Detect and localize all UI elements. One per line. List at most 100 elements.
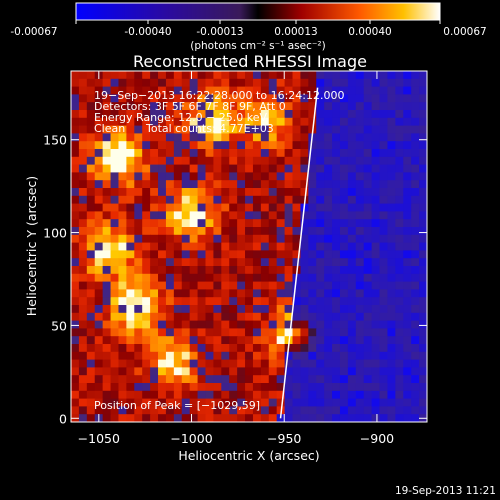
heatmap-cell — [142, 211, 151, 220]
heatmap-cell — [403, 86, 412, 95]
heatmap-cell — [71, 172, 80, 181]
heatmap-cell — [379, 211, 388, 220]
heatmap-cell — [403, 227, 412, 236]
heatmap-cell — [411, 86, 420, 95]
heatmap-cell — [150, 289, 159, 298]
heatmap-cell — [110, 227, 119, 236]
heatmap-cell — [339, 328, 349, 337]
heatmap-cell — [355, 375, 365, 384]
heatmap-cell — [308, 414, 317, 422]
heatmap-cell — [110, 195, 119, 205]
heatmap-cell — [355, 250, 365, 259]
heatmap-cell — [284, 297, 294, 306]
heatmap-cell — [387, 258, 396, 267]
heatmap-cell — [268, 312, 278, 322]
heatmap-cell — [165, 320, 175, 329]
heatmap-cell — [110, 78, 119, 88]
heatmap-cell — [189, 289, 199, 298]
heatmap-cell — [78, 383, 88, 392]
heatmap-cell — [221, 219, 230, 228]
heatmap-cell — [363, 258, 373, 267]
heatmap-cell — [165, 242, 175, 251]
heatmap-cell — [332, 234, 341, 244]
heatmap-cell — [118, 281, 127, 290]
heatmap-cell — [213, 110, 222, 119]
heatmap-cell — [260, 414, 270, 422]
heatmap-cell — [237, 102, 246, 111]
heatmap-cell — [371, 250, 381, 259]
heatmap-cell — [229, 406, 238, 415]
heatmap-cell — [324, 117, 333, 127]
heatmap-cell — [284, 242, 294, 251]
heatmap-cell — [260, 351, 270, 361]
heatmap-cell — [308, 242, 317, 251]
heatmap-cell — [387, 195, 396, 205]
heatmap-cell — [292, 336, 301, 345]
heatmap-cell — [142, 258, 151, 267]
heatmap-cell — [276, 375, 286, 384]
heatmap-cell — [395, 359, 404, 368]
heatmap-cell — [173, 156, 183, 166]
y-tick-label: 50 — [51, 318, 67, 333]
heatmap-cell — [142, 195, 151, 205]
heatmap-cell — [126, 164, 135, 173]
heatmap-cell — [403, 156, 412, 166]
heatmap-cell — [221, 297, 230, 306]
heatmap-cell — [221, 94, 230, 103]
heatmap-cell — [268, 219, 278, 228]
heatmap-cell — [395, 164, 404, 173]
heatmap-cell — [229, 383, 238, 392]
heatmap-cell — [339, 172, 349, 181]
heatmap-cell — [284, 234, 294, 244]
heatmap-cell — [252, 71, 262, 80]
heatmap-cell — [339, 94, 349, 103]
heatmap-cell — [284, 78, 294, 88]
heatmap-cell — [324, 219, 333, 228]
heatmap-cell — [363, 78, 373, 88]
heatmap-cell — [94, 297, 104, 306]
heatmap-cell — [260, 281, 270, 290]
heatmap-cell — [308, 375, 317, 384]
heatmap-cell — [316, 273, 325, 283]
heatmap-cell — [347, 344, 357, 353]
heatmap-cell — [347, 398, 357, 407]
heatmap-cell — [245, 149, 254, 158]
heatmap-cell — [134, 258, 143, 267]
heatmap-cell — [86, 336, 96, 345]
heatmap-cell — [102, 219, 112, 228]
heatmap-cell — [78, 78, 88, 88]
heatmap-cell — [237, 172, 246, 181]
heatmap-cell — [387, 110, 396, 119]
heatmap-cell — [142, 359, 151, 368]
heatmap-cell — [276, 180, 286, 189]
heatmap-cell — [158, 211, 167, 220]
heatmap-cell — [245, 383, 254, 392]
colorbar-tick-label: -0.00013 — [196, 26, 243, 38]
heatmap-cell — [339, 110, 349, 119]
heatmap-cell — [252, 149, 262, 158]
heatmap-cell — [308, 281, 317, 290]
heatmap-cell — [347, 289, 357, 298]
heatmap-cell — [308, 110, 317, 119]
heatmap-cell — [213, 188, 222, 197]
heatmap-cell — [252, 195, 262, 205]
heatmap-cell — [150, 71, 159, 80]
heatmap-cell — [189, 406, 199, 415]
heatmap-cell — [268, 359, 278, 368]
heatmap-cell — [245, 180, 254, 189]
heatmap-cell — [316, 188, 325, 197]
heatmap-cell — [355, 312, 365, 322]
heatmap-cell — [189, 351, 199, 361]
heatmap-cell — [134, 125, 143, 134]
heatmap-cell — [205, 242, 214, 251]
heatmap-cell — [419, 375, 427, 384]
heatmap-cell — [165, 390, 175, 400]
heatmap-cell — [86, 367, 96, 376]
heatmap-cell — [150, 242, 159, 251]
heatmap-cell — [268, 125, 278, 134]
heatmap-cell — [363, 390, 373, 400]
heatmap-cell — [355, 258, 365, 267]
heatmap-cell — [78, 117, 88, 127]
heatmap-cell — [316, 78, 325, 88]
heatmap-cell — [134, 156, 143, 166]
